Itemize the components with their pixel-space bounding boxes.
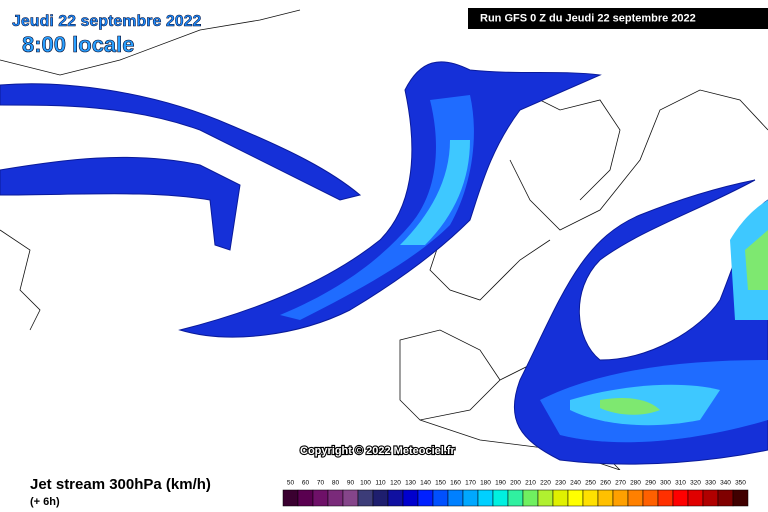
local-time: 8:00 locale	[22, 32, 135, 57]
scale-label: 210	[525, 480, 536, 487]
scale-cell	[582, 489, 599, 507]
scale-label: 310	[675, 480, 686, 487]
scale-label: 280	[630, 480, 641, 487]
scale-label: 80	[332, 480, 340, 487]
scale-label: 60	[302, 480, 310, 487]
scale-cell	[717, 489, 734, 507]
scale-cell	[297, 489, 314, 507]
scale-label: 140	[420, 480, 431, 487]
scale-cell	[447, 489, 464, 507]
scale-label: 130	[405, 480, 416, 487]
scale-label: 170	[465, 480, 476, 487]
scale-label: 70	[317, 480, 325, 487]
scale-cell	[327, 489, 344, 507]
scale-cell	[357, 489, 374, 507]
scale-label: 110	[375, 480, 386, 487]
scale-cell	[507, 489, 524, 507]
scale-cell	[567, 489, 584, 507]
scale-label: 340	[720, 480, 731, 487]
scale-cell	[597, 489, 614, 507]
scale-label: 270	[615, 480, 626, 487]
scale-cell	[522, 489, 539, 507]
scale-cell	[282, 489, 299, 507]
scale-label: 120	[390, 480, 401, 487]
scale-label: 200	[510, 480, 521, 487]
scale-label: 330	[705, 480, 716, 487]
scale-label: 290	[645, 480, 656, 487]
scale-label: 250	[585, 480, 596, 487]
scale-cell	[477, 489, 494, 507]
scale-cell	[702, 489, 719, 507]
scale-cell	[402, 489, 419, 507]
forecast-step: (+ 6h)	[30, 496, 60, 508]
scale-cell	[657, 489, 674, 507]
scale-label: 190	[495, 480, 506, 487]
scale-cell	[552, 489, 569, 507]
scale-cell	[672, 489, 689, 507]
scale-cell	[492, 489, 509, 507]
scale-label: 230	[555, 480, 566, 487]
copyright: Copyright © 2022 Meteociel.fr	[300, 445, 456, 457]
scale-label: 180	[480, 480, 491, 487]
scale-label: 50	[287, 480, 295, 487]
scale-label: 150	[435, 480, 446, 487]
scale-label: 350	[735, 480, 746, 487]
scale-cell	[432, 489, 449, 507]
scale-label: 260	[600, 480, 611, 487]
scale-cell	[342, 489, 359, 507]
scale-label: 320	[690, 480, 701, 487]
scale-cell	[687, 489, 704, 507]
scale-cell	[642, 489, 659, 507]
run-box	[468, 8, 768, 29]
date: Jeudi 22 septembre 2022	[12, 13, 202, 30]
scale-label: 90	[347, 480, 355, 487]
scale-cell	[312, 489, 329, 507]
color-scale: 50 60 70 80 90 100 110 120 130 140 150 160 170 180 190…	[282, 480, 749, 507]
scale-label: 240	[570, 480, 581, 487]
scale-cell	[387, 489, 404, 507]
legend-title: Jet stream 300hPa (km/h)	[30, 476, 211, 493]
scale-cell	[537, 489, 554, 507]
scale-label: 220	[540, 480, 551, 487]
scale-cell	[612, 489, 629, 507]
jet-stream	[0, 61, 768, 465]
scale-label: 160	[450, 480, 461, 487]
scale-cell	[417, 489, 434, 507]
scale-cell	[462, 489, 479, 507]
scale-cell	[732, 489, 749, 507]
scale-label: 100	[360, 480, 371, 487]
scale-label: 300	[660, 480, 671, 487]
run-info: Run GFS 0 Z du Jeudi 22 septembre 2022	[480, 12, 696, 24]
scale-cell	[627, 489, 644, 507]
scale-cell	[372, 489, 389, 507]
